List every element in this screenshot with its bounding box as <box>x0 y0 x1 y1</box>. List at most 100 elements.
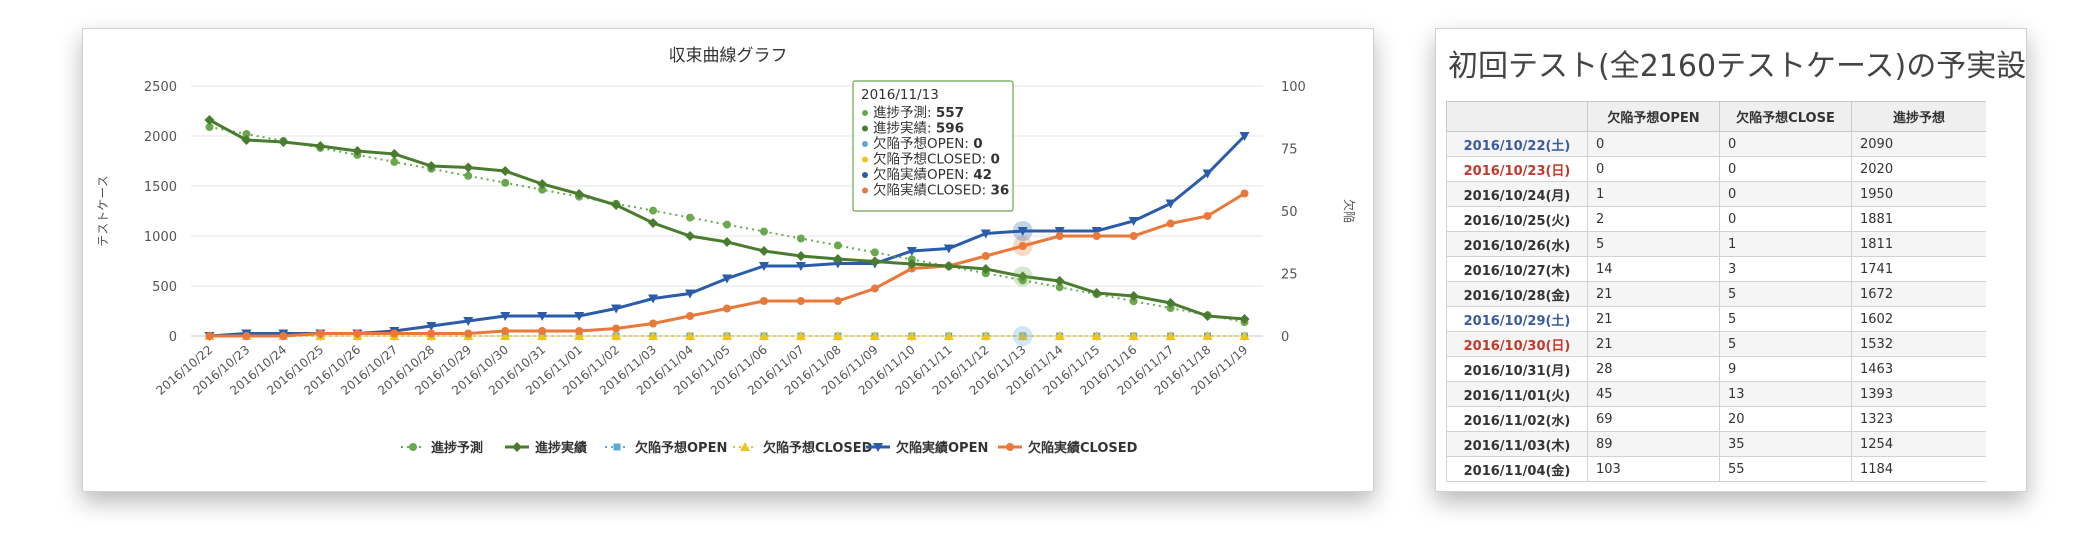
tooltip-label: 欠陥予想OPEN: <box>873 135 973 152</box>
data-point <box>1091 227 1102 236</box>
y-right-tick-label: 50 <box>1281 205 1298 220</box>
table-cell-date: 2016/10/31(月) <box>1446 356 1588 382</box>
plan-table: 欠陥予想OPEN 欠陥予想CLOSE 進捗予想 2016/10/22(土) 0 0 2… <box>1446 101 1986 482</box>
table-cell-progress: 1741 <box>1851 256 1986 282</box>
table-cell-defect-open: 0 <box>1587 156 1720 182</box>
data-point <box>832 331 843 340</box>
table-cell-date: 2016/10/22(土) <box>1446 131 1588 157</box>
tooltip-bullet <box>862 141 868 147</box>
legend-symbol <box>613 443 621 451</box>
table-cell-date: 2016/10/30(日) <box>1446 331 1588 357</box>
legend-item[interactable]: 欠陥予想OPEN <box>605 440 727 456</box>
table-cell-defect-close: 55 <box>1719 456 1852 482</box>
data-point <box>1054 227 1065 236</box>
table-cell-defect-open: 69 <box>1587 406 1720 432</box>
data-point <box>758 246 769 256</box>
data-point <box>1092 232 1101 240</box>
data-point <box>980 331 991 340</box>
table-header-row: 欠陥予想OPEN 欠陥予想CLOSE 進捗予想 <box>1446 101 1986 132</box>
data-point <box>796 297 805 305</box>
data-point <box>574 331 585 340</box>
data-point <box>796 234 805 243</box>
data-point <box>611 304 622 314</box>
table-cell-defect-open: 28 <box>1587 356 1720 382</box>
legend-label: 進捗予測 <box>431 440 483 456</box>
tooltip-label: 欠陥予想CLOSED: <box>873 151 990 168</box>
y-left-axis-title: テストケース <box>96 175 110 246</box>
table-row: 2016/10/23(日) 0 0 2020 <box>1446 156 1986 182</box>
data-point <box>759 227 768 236</box>
table-row: 2016/10/31(月) 28 9 1463 <box>1446 356 1986 382</box>
tooltip-line: 欠陥実績CLOSED: 36 <box>873 182 1009 199</box>
data-point <box>427 329 436 338</box>
data-point <box>1018 242 1027 250</box>
tooltip-bullet <box>862 125 868 132</box>
table-cell-defect-open: 21 <box>1587 331 1720 357</box>
legend-label: 欠陥予想OPEN <box>635 440 727 456</box>
y-left-tick-label: 500 <box>152 280 177 295</box>
y-left-tick-label: 1000 <box>144 230 177 245</box>
data-point <box>611 331 622 340</box>
convergence-chart[interactable]: 収束曲線グラフ 0 500 1000 1500 2000 2500 0 25 50 75 100 テスト… <box>83 29 1373 491</box>
data-point <box>611 200 622 210</box>
data-point <box>1128 291 1139 301</box>
plan-table-scroll[interactable]: 欠陥予想OPEN 欠陥予想CLOSE 進捗予想 2016/10/22(土) 0 0 2… <box>1446 101 1986 486</box>
data-point <box>537 179 548 189</box>
table-cell-progress: 1881 <box>1851 206 1986 232</box>
tooltip-label: 欠陥実績CLOSED: <box>873 182 990 199</box>
data-point <box>869 331 880 340</box>
table-cell-defect-close: 5 <box>1719 281 1852 307</box>
table-row: 2016/10/27(木) 14 3 1741 <box>1446 256 1986 282</box>
legend-item[interactable]: 欠陥実績CLOSED <box>998 440 1138 456</box>
table-cell-defect-open: 0 <box>1587 131 1720 157</box>
data-point <box>501 327 510 335</box>
legend-item[interactable]: 欠陥予想CLOSED <box>733 440 873 456</box>
series-line <box>209 126 1245 324</box>
header-defect-close: 欠陥予想CLOSE <box>1719 101 1852 132</box>
data-point <box>722 331 732 340</box>
y-left-tick-label: 2000 <box>144 130 177 145</box>
table-cell-progress: 1811 <box>1851 231 1986 257</box>
data-point <box>352 146 363 156</box>
data-point <box>1129 297 1138 306</box>
data-point <box>389 149 400 159</box>
legend-item[interactable]: 進捗実績 <box>505 440 587 456</box>
table-cell-defect-close: 0 <box>1719 181 1852 207</box>
tooltip-value: 0 <box>990 152 999 168</box>
data-point <box>537 312 548 321</box>
data-point <box>316 329 325 338</box>
y-right-tick-label: 75 <box>1281 143 1298 158</box>
hover-highlight <box>1012 221 1033 346</box>
y-right-tick-label: 0 <box>1281 330 1289 345</box>
data-point <box>279 332 288 340</box>
header-progress: 進捗予想 <box>1851 101 1986 132</box>
data-point <box>1128 217 1139 226</box>
table-cell-defect-open: 5 <box>1587 231 1720 257</box>
data-point <box>426 322 437 331</box>
data-point <box>1239 132 1250 141</box>
data-point <box>685 231 696 241</box>
table-cell-defect-close: 5 <box>1719 331 1852 357</box>
legend-item[interactable]: 欠陥実績OPEN <box>866 440 988 456</box>
tooltip-line: 欠陥実績OPEN: 42 <box>873 166 992 183</box>
data-point <box>869 256 880 267</box>
hover-halo <box>1012 221 1033 241</box>
legend-item[interactable]: 進捗予測 <box>401 440 483 456</box>
data-point <box>574 189 585 199</box>
data-point <box>426 161 437 171</box>
data-point <box>538 327 547 335</box>
table-row: 2016/10/28(金) 21 5 1672 <box>1446 281 1986 307</box>
data-point <box>500 331 511 340</box>
data-point <box>648 218 659 228</box>
data-point <box>1239 331 1250 340</box>
tooltip-date: 2016/11/13 <box>861 87 939 103</box>
table-cell-date: 2016/11/02(水) <box>1446 406 1588 432</box>
data-point <box>1165 331 1176 340</box>
data-point <box>1166 219 1175 228</box>
y-right-tick-label: 25 <box>1281 268 1298 283</box>
data-point <box>1091 331 1102 340</box>
data-point <box>464 171 473 180</box>
data-point <box>575 327 584 335</box>
tooltip-value: 36 <box>990 183 1009 199</box>
data-point <box>649 206 658 215</box>
